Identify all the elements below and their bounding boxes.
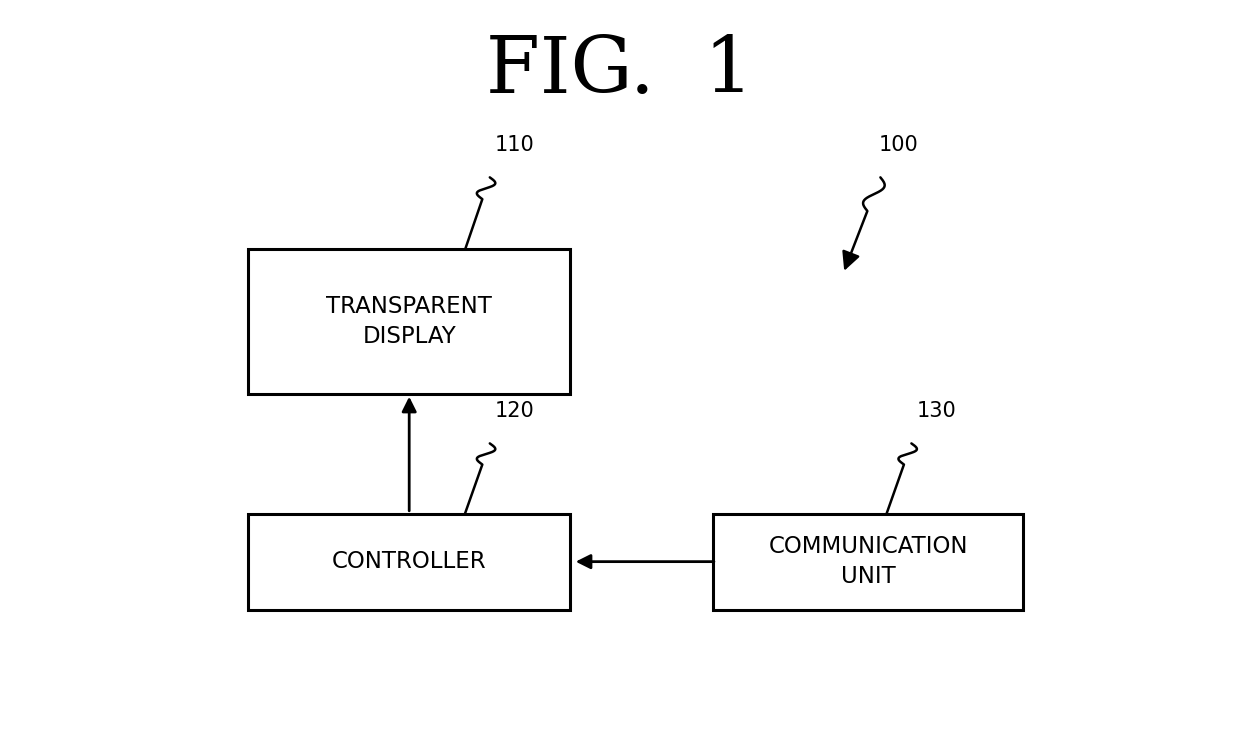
Text: 120: 120	[495, 401, 534, 421]
Text: COMMUNICATION
UNIT: COMMUNICATION UNIT	[769, 535, 967, 588]
Text: 110: 110	[495, 135, 534, 155]
Bar	[248, 514, 570, 610]
Text: 100: 100	[879, 135, 919, 155]
Text: CONTROLLER: CONTROLLER	[332, 550, 486, 573]
Text: TRANSPARENT
DISPLAY: TRANSPARENT DISPLAY	[326, 295, 492, 348]
Bar	[713, 514, 1023, 610]
Text: FIG.  1: FIG. 1	[486, 33, 754, 109]
Text: 130: 130	[916, 401, 956, 421]
Bar	[248, 250, 570, 394]
